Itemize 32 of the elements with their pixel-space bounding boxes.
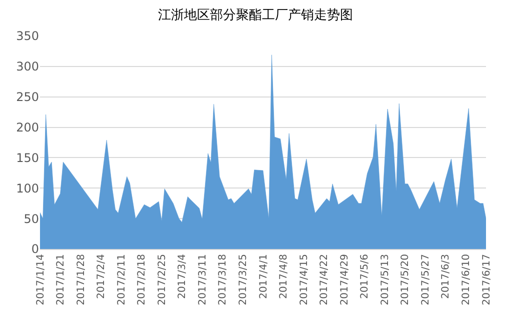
y-tick-label: 200 bbox=[16, 120, 39, 134]
x-tick-label: 2017/4/8 bbox=[278, 254, 290, 299]
x-tick-label: 2017/3/11 bbox=[197, 254, 208, 306]
x-tick-label: 2017/3/18 bbox=[218, 254, 229, 306]
x-tick-label: 2017/3/4 bbox=[177, 254, 188, 299]
x-tick-label: 2017/5/27 bbox=[420, 254, 432, 306]
x-tick-label: 2017/1/28 bbox=[76, 254, 87, 306]
x-tick-label: 2017/6/3 bbox=[440, 254, 452, 299]
x-tick-label: 2017/4/15 bbox=[298, 254, 310, 306]
x-tick-label: 2017/4/29 bbox=[339, 254, 350, 306]
y-tick-label: 350 bbox=[16, 29, 39, 44]
y-tick-label: 250 bbox=[16, 90, 39, 104]
x-tick-label: 2017/5/6 bbox=[360, 254, 371, 299]
x-tick-label: 2017/1/14 bbox=[35, 254, 46, 306]
x-tick-label: 2017/5/20 bbox=[400, 254, 412, 306]
x-tick-label: 2017/4/1 bbox=[258, 254, 270, 299]
y-tick-label: 300 bbox=[16, 60, 39, 74]
x-tick-label: 2017/2/18 bbox=[136, 254, 148, 306]
y-tick-label: 50 bbox=[24, 212, 39, 226]
x-tick-label: 2017/6/17 bbox=[481, 254, 492, 306]
y-tick-label: 150 bbox=[16, 150, 39, 165]
chart-title: 江浙地区部分聚酯工厂产销走势图 bbox=[158, 8, 353, 23]
x-tick-label: 2017/1/21 bbox=[56, 254, 67, 306]
y-tick-label: 0 bbox=[31, 242, 39, 256]
x-tick-label: 2017/3/25 bbox=[238, 254, 249, 306]
y-tick-label: 100 bbox=[16, 181, 39, 196]
x-tick-label: 2017/6/10 bbox=[460, 254, 472, 306]
x-tick-label: 2017/5/13 bbox=[380, 254, 391, 306]
x-tick-label: 2017/4/22 bbox=[319, 254, 330, 306]
x-tick-label: 2017/2/11 bbox=[116, 254, 128, 306]
x-tick-label: 2017/2/25 bbox=[156, 254, 168, 306]
x-tick-label: 2017/2/4 bbox=[96, 254, 108, 299]
